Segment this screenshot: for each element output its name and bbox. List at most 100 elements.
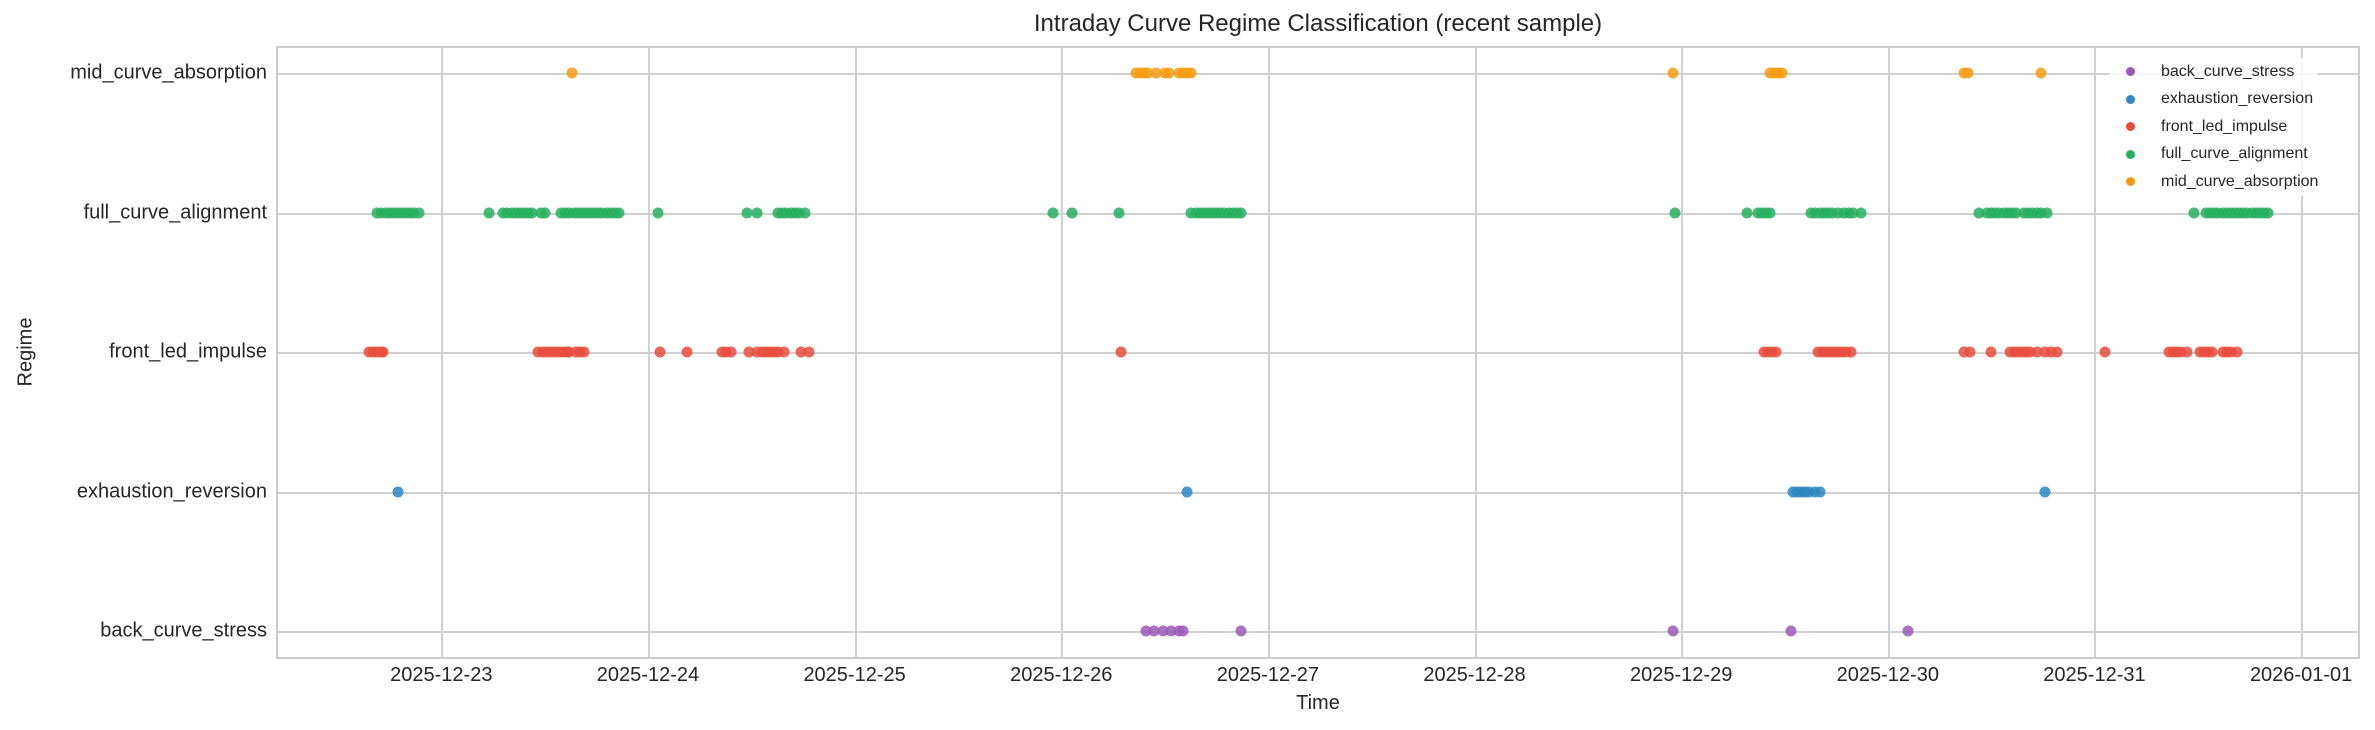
- data-point-back-curve-stress: [1157, 625, 1168, 637]
- data-point-front-led-impulse: [2181, 346, 2193, 358]
- data-point-full-curve-alignment: [741, 207, 753, 218]
- y-gridline: [278, 73, 2358, 75]
- data-point-full-curve-alignment: [1764, 207, 1776, 218]
- data-point-full-curve-alignment: [539, 207, 551, 218]
- data-point-back-curve-stress: [1148, 625, 1160, 637]
- x-tick-label: 2025-12-25: [803, 664, 906, 686]
- data-point-full-curve-alignment: [1741, 207, 1753, 218]
- data-point-full-curve-alignment: [1047, 207, 1059, 218]
- legend-item: full_curve_alignment: [2110, 141, 2318, 169]
- data-point-full-curve-alignment: [483, 207, 495, 218]
- data-point-full-curve-alignment: [2262, 207, 2274, 218]
- data-point-full-curve-alignment: [413, 207, 425, 218]
- x-tick-label: 2026-01-01: [2249, 664, 2353, 686]
- data-point-front-led-impulse: [563, 346, 575, 358]
- data-point-full-curve-alignment: [799, 207, 811, 218]
- chart-title: Intraday Curve Regime Classification (re…: [1033, 10, 1603, 37]
- data-point-full-curve-alignment: [2188, 207, 2200, 218]
- data-point-mid-curve-absorption: [1150, 67, 1162, 79]
- y-tick-label: front_led_impulse: [109, 340, 267, 363]
- data-point-full-curve-alignment: [1847, 207, 1859, 218]
- x-tick-label: 2025-12-31: [2043, 664, 2146, 686]
- data-point-full-curve-alignment: [1669, 207, 1681, 218]
- y-tick-label: full_curve_alignment: [83, 201, 267, 223]
- data-point-front-led-impulse: [795, 346, 807, 358]
- data-point-front-led-impulse: [1964, 346, 1976, 358]
- y-gridline: [278, 491, 2358, 494]
- data-point-mid-curve-absorption: [1962, 67, 1974, 79]
- data-point-mid-curve-absorption: [2035, 67, 2047, 79]
- y-gridline: [278, 352, 2358, 354]
- data-point-back-curve-stress: [1177, 625, 1189, 637]
- data-point-front-led-impulse: [681, 346, 693, 358]
- data-point-front-led-impulse: [2225, 346, 2237, 358]
- x-tick-label: 2025-12-29: [1630, 664, 1733, 686]
- data-point-back-curve-stress: [1902, 625, 1914, 637]
- legend-marker-icon: [2126, 67, 2135, 77]
- data-point-front-led-impulse: [1845, 346, 1857, 358]
- legend-label: full_curve_alignment: [2161, 145, 2308, 163]
- legend-item: back_curve_stress: [2110, 58, 2318, 86]
- legend-item: exhaustion_reversion: [2110, 86, 2318, 114]
- data-point-full-curve-alignment: [1832, 207, 1844, 218]
- data-point-front-led-impulse: [2031, 346, 2043, 358]
- data-point-front-led-impulse: [1115, 346, 1127, 358]
- x-tick-label: 2025-12-30: [1836, 664, 1939, 686]
- y-tick-label: exhaustion_reversion: [76, 480, 267, 502]
- data-point-mid-curve-absorption: [1667, 67, 1679, 79]
- data-point-front-led-impulse: [772, 346, 784, 358]
- data-point-front-led-impulse: [2024, 346, 2036, 358]
- data-point-front-led-impulse: [2175, 346, 2187, 358]
- data-point-exhaustion-reversion: [1803, 486, 1815, 497]
- legend-label: front_led_impulse: [2161, 117, 2288, 135]
- legend-marker-icon: [2126, 94, 2135, 104]
- data-point-full-curve-alignment: [1855, 207, 1867, 218]
- y-tick-label: mid_curve_absorption: [70, 61, 267, 84]
- data-point-full-curve-alignment: [2035, 207, 2047, 218]
- data-point-front-led-impulse: [1958, 346, 1970, 358]
- data-point-full-curve-alignment: [2041, 207, 2053, 218]
- data-point-front-led-impulse: [654, 346, 666, 358]
- data-point-mid-curve-absorption: [566, 67, 577, 79]
- data-point-exhaustion-reversion: [2039, 486, 2051, 497]
- data-point-full-curve-alignment: [793, 207, 805, 218]
- data-point-front-led-impulse: [2051, 346, 2063, 358]
- data-point-back-curve-stress: [1165, 625, 1177, 637]
- data-point-front-led-impulse: [2099, 346, 2111, 358]
- data-point-exhaustion-reversion: [1181, 486, 1193, 497]
- y-gridline: [278, 631, 2358, 633]
- data-point-front-led-impulse: [2231, 346, 2243, 358]
- data-point-front-led-impulse: [725, 346, 737, 358]
- legend-item: mid_curve_absorption: [2110, 168, 2318, 196]
- x-tick-label: 2025-12-28: [1423, 664, 1526, 686]
- data-point-full-curve-alignment: [1113, 207, 1125, 218]
- y-axis-label: Regime: [14, 317, 37, 387]
- data-point-full-curve-alignment: [526, 207, 538, 218]
- data-point-exhaustion-reversion: [392, 486, 404, 497]
- data-point-front-led-impulse: [803, 346, 815, 358]
- data-point-full-curve-alignment: [1826, 207, 1838, 218]
- data-point-full-curve-alignment: [2010, 207, 2022, 218]
- data-point-full-curve-alignment: [1066, 207, 1078, 218]
- legend-marker-icon: [2126, 122, 2135, 132]
- data-point-front-led-impulse: [743, 346, 755, 358]
- data-point-front-led-impulse: [778, 346, 790, 358]
- x-tick-label: 2025-12-23: [390, 664, 493, 686]
- data-point-full-curve-alignment: [613, 207, 625, 218]
- legend-item: front_led_impulse: [2110, 113, 2318, 141]
- data-point-mid-curve-absorption: [1185, 67, 1197, 79]
- data-point-mid-curve-absorption: [1142, 67, 1154, 79]
- plot-area: [276, 46, 2360, 659]
- data-point-front-led-impulse: [2039, 346, 2051, 358]
- x-tick-label: 2025-12-24: [596, 664, 700, 686]
- x-tick-label: 2025-12-26: [1010, 664, 1113, 686]
- data-point-full-curve-alignment: [751, 207, 763, 218]
- data-point-back-curve-stress: [1235, 625, 1247, 637]
- data-point-mid-curve-absorption: [1163, 67, 1175, 79]
- data-point-front-led-impulse: [2206, 346, 2218, 358]
- legend-label: mid_curve_absorption: [2161, 172, 2319, 190]
- data-point-front-led-impulse: [377, 346, 389, 358]
- data-point-full-curve-alignment: [1973, 207, 1985, 218]
